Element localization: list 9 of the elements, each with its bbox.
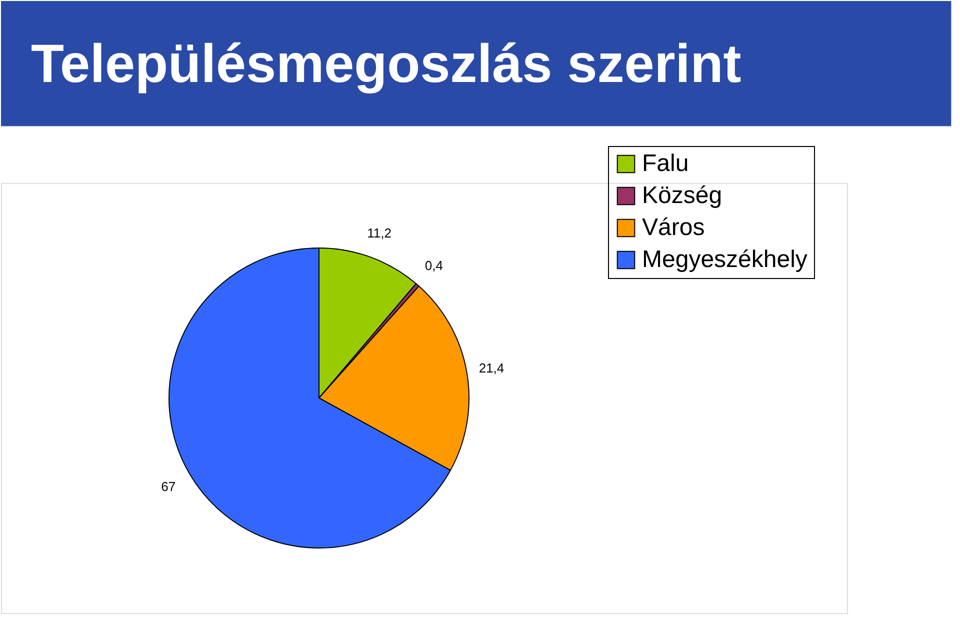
chart-title: Településmegoszlás szerint (31, 34, 742, 94)
data-label: 11,2 (367, 226, 392, 241)
legend-label: Község (642, 182, 722, 209)
data-label: 0,4 (424, 258, 443, 274)
data-label: 67 (161, 479, 176, 494)
legend-label: Megyeszékhely (642, 246, 808, 273)
data-label: 21,4 (478, 360, 504, 376)
legend-label: Falu (642, 150, 689, 177)
legend-label: Város (642, 214, 705, 241)
